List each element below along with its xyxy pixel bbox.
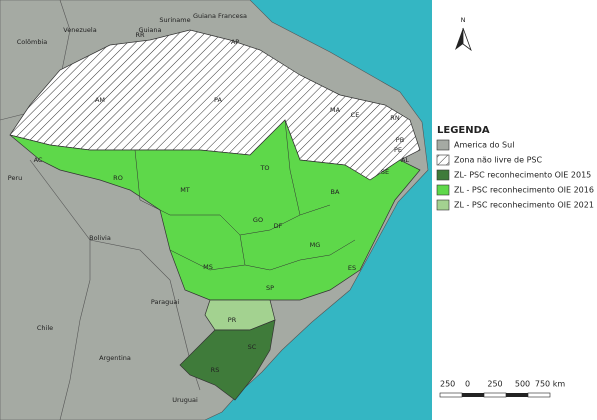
scale-label: 750 km — [535, 380, 565, 389]
state-label: PR — [228, 316, 237, 324]
state-label: SE — [381, 168, 389, 176]
legend-label: America do Sul — [454, 141, 514, 150]
scale-bar: 250 0 250 500 750 km — [439, 380, 565, 398]
scale-seg — [527, 392, 551, 398]
state-label: RO — [113, 174, 123, 182]
state-label: RN — [390, 114, 400, 122]
legend-swatch — [436, 184, 450, 196]
state-label: MS — [203, 263, 213, 271]
legend-label: ZL- PSC reconhecimento OIE 2015 — [454, 171, 591, 180]
legend-swatch — [436, 154, 450, 166]
scale-label: 500 — [515, 380, 530, 389]
state-label: RR — [135, 31, 145, 39]
zone-2016 — [9, 119, 421, 301]
legend-swatch — [436, 139, 450, 151]
state-borders — [239, 234, 356, 271]
state-borders — [134, 149, 331, 236]
state-label: SC — [248, 343, 257, 351]
borders — [29, 159, 91, 420]
state-label: TO — [259, 164, 269, 172]
state-borders — [169, 249, 246, 271]
legend-title: LEGENDA — [437, 125, 490, 136]
state-label: AM — [95, 96, 105, 104]
state-label: AL — [401, 156, 409, 164]
state-label: MA — [330, 106, 341, 114]
state-label: PA — [214, 96, 223, 104]
country-label: Guiana Francesa — [193, 12, 247, 20]
state-label: PE — [394, 146, 402, 154]
state-label: RS — [211, 366, 220, 374]
legend-label: ZL - PSC reconhecimento OIE 2016 — [454, 186, 594, 195]
scale-seg — [506, 393, 528, 397]
legend: LEGENDA America do Sul Zona não livre de P… — [436, 125, 594, 211]
arrow-right — [462, 27, 472, 52]
state-label: AC — [34, 156, 43, 164]
state-label: SP — [266, 284, 274, 292]
state-label: DF — [274, 222, 283, 230]
scale-seg — [462, 393, 484, 397]
state-label: AP — [231, 38, 239, 46]
country-label: Uruguai — [172, 396, 198, 404]
state-label: MG — [310, 241, 321, 249]
country-label: Guiana — [138, 26, 161, 34]
country-label: Paraguai — [151, 298, 179, 306]
legend-swatch — [436, 169, 450, 181]
state-label: BA — [331, 188, 340, 196]
legend-swatch — [436, 199, 450, 211]
labels: Venezuela Colômbia Guiana Suriname Guiana Fr… — [8, 12, 410, 404]
legend-label: Zona não livre de PSC — [454, 156, 543, 165]
country-label: Suriname — [159, 16, 190, 24]
country-label: Colômbia — [17, 38, 48, 46]
north-label: N — [461, 16, 466, 24]
country-label: Argentina — [99, 354, 131, 362]
state-label: MT — [180, 186, 190, 194]
country-label: Chile — [37, 324, 53, 332]
state-label: GO — [253, 216, 263, 224]
state-label: ES — [348, 264, 356, 272]
legend-label: ZL - PSC reconhecimento OIE 2021 — [454, 201, 594, 210]
country-label: Bolivia — [89, 234, 111, 242]
state-borders — [284, 119, 301, 216]
state-label: CE — [351, 111, 360, 119]
scale-label: 250 — [487, 380, 502, 389]
arrow-left — [455, 28, 463, 50]
state-label: PB — [396, 136, 404, 144]
scale-seg — [439, 392, 463, 398]
north-arrow: N — [455, 16, 472, 52]
zone-2015 — [179, 319, 276, 401]
scale-label: 0 — [465, 380, 470, 389]
country-label: Peru — [8, 174, 22, 182]
country-label: Venezuela — [63, 26, 96, 34]
scale-seg — [483, 392, 507, 398]
scale-label: 250 — [440, 380, 455, 389]
